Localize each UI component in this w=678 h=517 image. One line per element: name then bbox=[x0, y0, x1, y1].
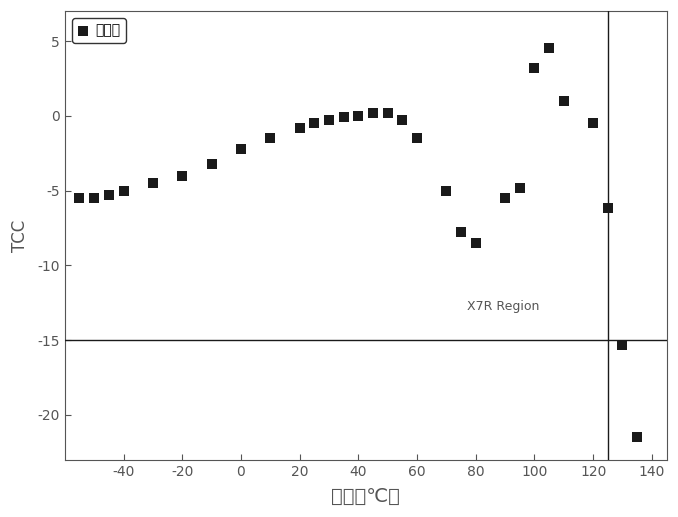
样品一 bbox=[602, 204, 613, 212]
X-axis label: 温度（℃）: 温度（℃） bbox=[332, 487, 400, 506]
样品一 bbox=[544, 44, 555, 53]
样品一 bbox=[559, 97, 570, 105]
样品一 bbox=[515, 184, 525, 192]
样品一 bbox=[529, 64, 540, 72]
样品一 bbox=[323, 116, 334, 125]
样品一 bbox=[412, 134, 422, 142]
Legend: 样品一: 样品一 bbox=[72, 18, 126, 43]
样品一 bbox=[265, 134, 276, 142]
样品一 bbox=[382, 109, 393, 117]
样品一 bbox=[177, 172, 188, 180]
样品一 bbox=[294, 124, 305, 132]
样品一 bbox=[397, 116, 407, 125]
样品一 bbox=[235, 145, 246, 153]
样品一 bbox=[309, 119, 320, 127]
样品一 bbox=[206, 159, 217, 168]
Y-axis label: TCC: TCC bbox=[11, 219, 29, 252]
样品一 bbox=[147, 179, 158, 187]
样品一 bbox=[104, 191, 115, 199]
样品一 bbox=[441, 187, 452, 195]
样品一 bbox=[471, 239, 481, 247]
样品一 bbox=[74, 194, 85, 202]
样品一 bbox=[632, 433, 643, 442]
样品一 bbox=[367, 109, 378, 117]
样品一 bbox=[338, 113, 349, 121]
样品一 bbox=[456, 229, 466, 237]
样品一 bbox=[118, 187, 129, 195]
样品一 bbox=[500, 194, 511, 202]
Text: X7R Region: X7R Region bbox=[467, 300, 539, 313]
样品一 bbox=[353, 112, 364, 120]
样品一 bbox=[89, 194, 100, 202]
样品一 bbox=[617, 340, 628, 348]
样品一 bbox=[588, 119, 599, 127]
